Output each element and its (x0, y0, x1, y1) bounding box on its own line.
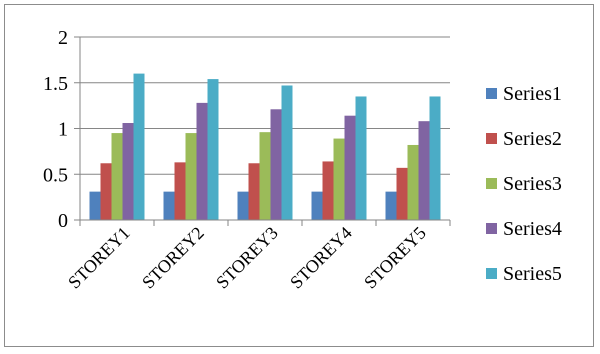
bar-series1-storey2 (163, 191, 175, 220)
bar-series2-storey4 (322, 161, 334, 220)
y-tick-label: 1.5 (43, 73, 68, 95)
bar-series4-storey2 (196, 102, 208, 220)
y-tick-labels: 0 0.5 1 1.5 2 (43, 27, 68, 232)
bar-series5-storey4 (355, 96, 367, 220)
x-category-label: STOREY5 (360, 223, 430, 293)
axes (74, 36, 451, 226)
legend: Series1 Series2 Series3 Series4 Series5 (486, 83, 562, 285)
legend-label: Series4 (503, 218, 562, 240)
legend-swatch (486, 223, 497, 234)
x-category-label: STOREY4 (286, 223, 356, 293)
legend-label: Series1 (503, 83, 562, 105)
x-category-labels: STOREY1 STOREY2 STOREY3 STOREY4 STOREY5 (64, 223, 430, 293)
bar-series4-storey1 (122, 123, 134, 220)
bar-series5-storey1 (133, 73, 145, 220)
bar-series2-storey3 (248, 163, 260, 220)
x-category-label: STOREY1 (64, 223, 134, 293)
x-category-label: STOREY3 (212, 223, 282, 293)
legend-swatch (486, 178, 497, 189)
legend-label: Series3 (503, 173, 562, 195)
bars (89, 73, 441, 221)
legend-swatch (486, 88, 497, 99)
bar-series3-storey2 (185, 133, 197, 220)
bar-series3-storey4 (333, 138, 345, 220)
bar-series4-storey4 (344, 115, 356, 220)
bar-series1-storey4 (311, 191, 323, 220)
y-tick-label: 2 (58, 27, 68, 49)
legend-label: Series2 (503, 128, 562, 150)
legend-swatch (486, 133, 497, 144)
bar-series2-storey5 (396, 167, 408, 220)
bar-series2-storey2 (174, 162, 186, 220)
bar-series1-storey1 (89, 191, 101, 220)
legend-label: Series5 (503, 263, 562, 285)
y-tick-label: 0.5 (43, 164, 68, 186)
bar-series4-storey3 (270, 109, 282, 220)
bar-series4-storey5 (418, 121, 430, 220)
bar-series1-storey5 (385, 191, 397, 220)
legend-swatch (486, 268, 497, 279)
y-tick-label: 1 (58, 119, 68, 141)
y-tick-label: 0 (58, 210, 68, 232)
bar-series3-storey1 (111, 133, 123, 220)
bar-series2-storey1 (100, 163, 112, 220)
bar-series1-storey3 (237, 191, 249, 220)
bar-series3-storey3 (259, 132, 271, 220)
bar-series5-storey2 (207, 79, 219, 220)
bar-series5-storey3 (281, 85, 293, 221)
bar-series3-storey5 (407, 144, 419, 220)
x-category-label: STOREY2 (138, 223, 208, 293)
bar-series5-storey5 (429, 96, 441, 220)
